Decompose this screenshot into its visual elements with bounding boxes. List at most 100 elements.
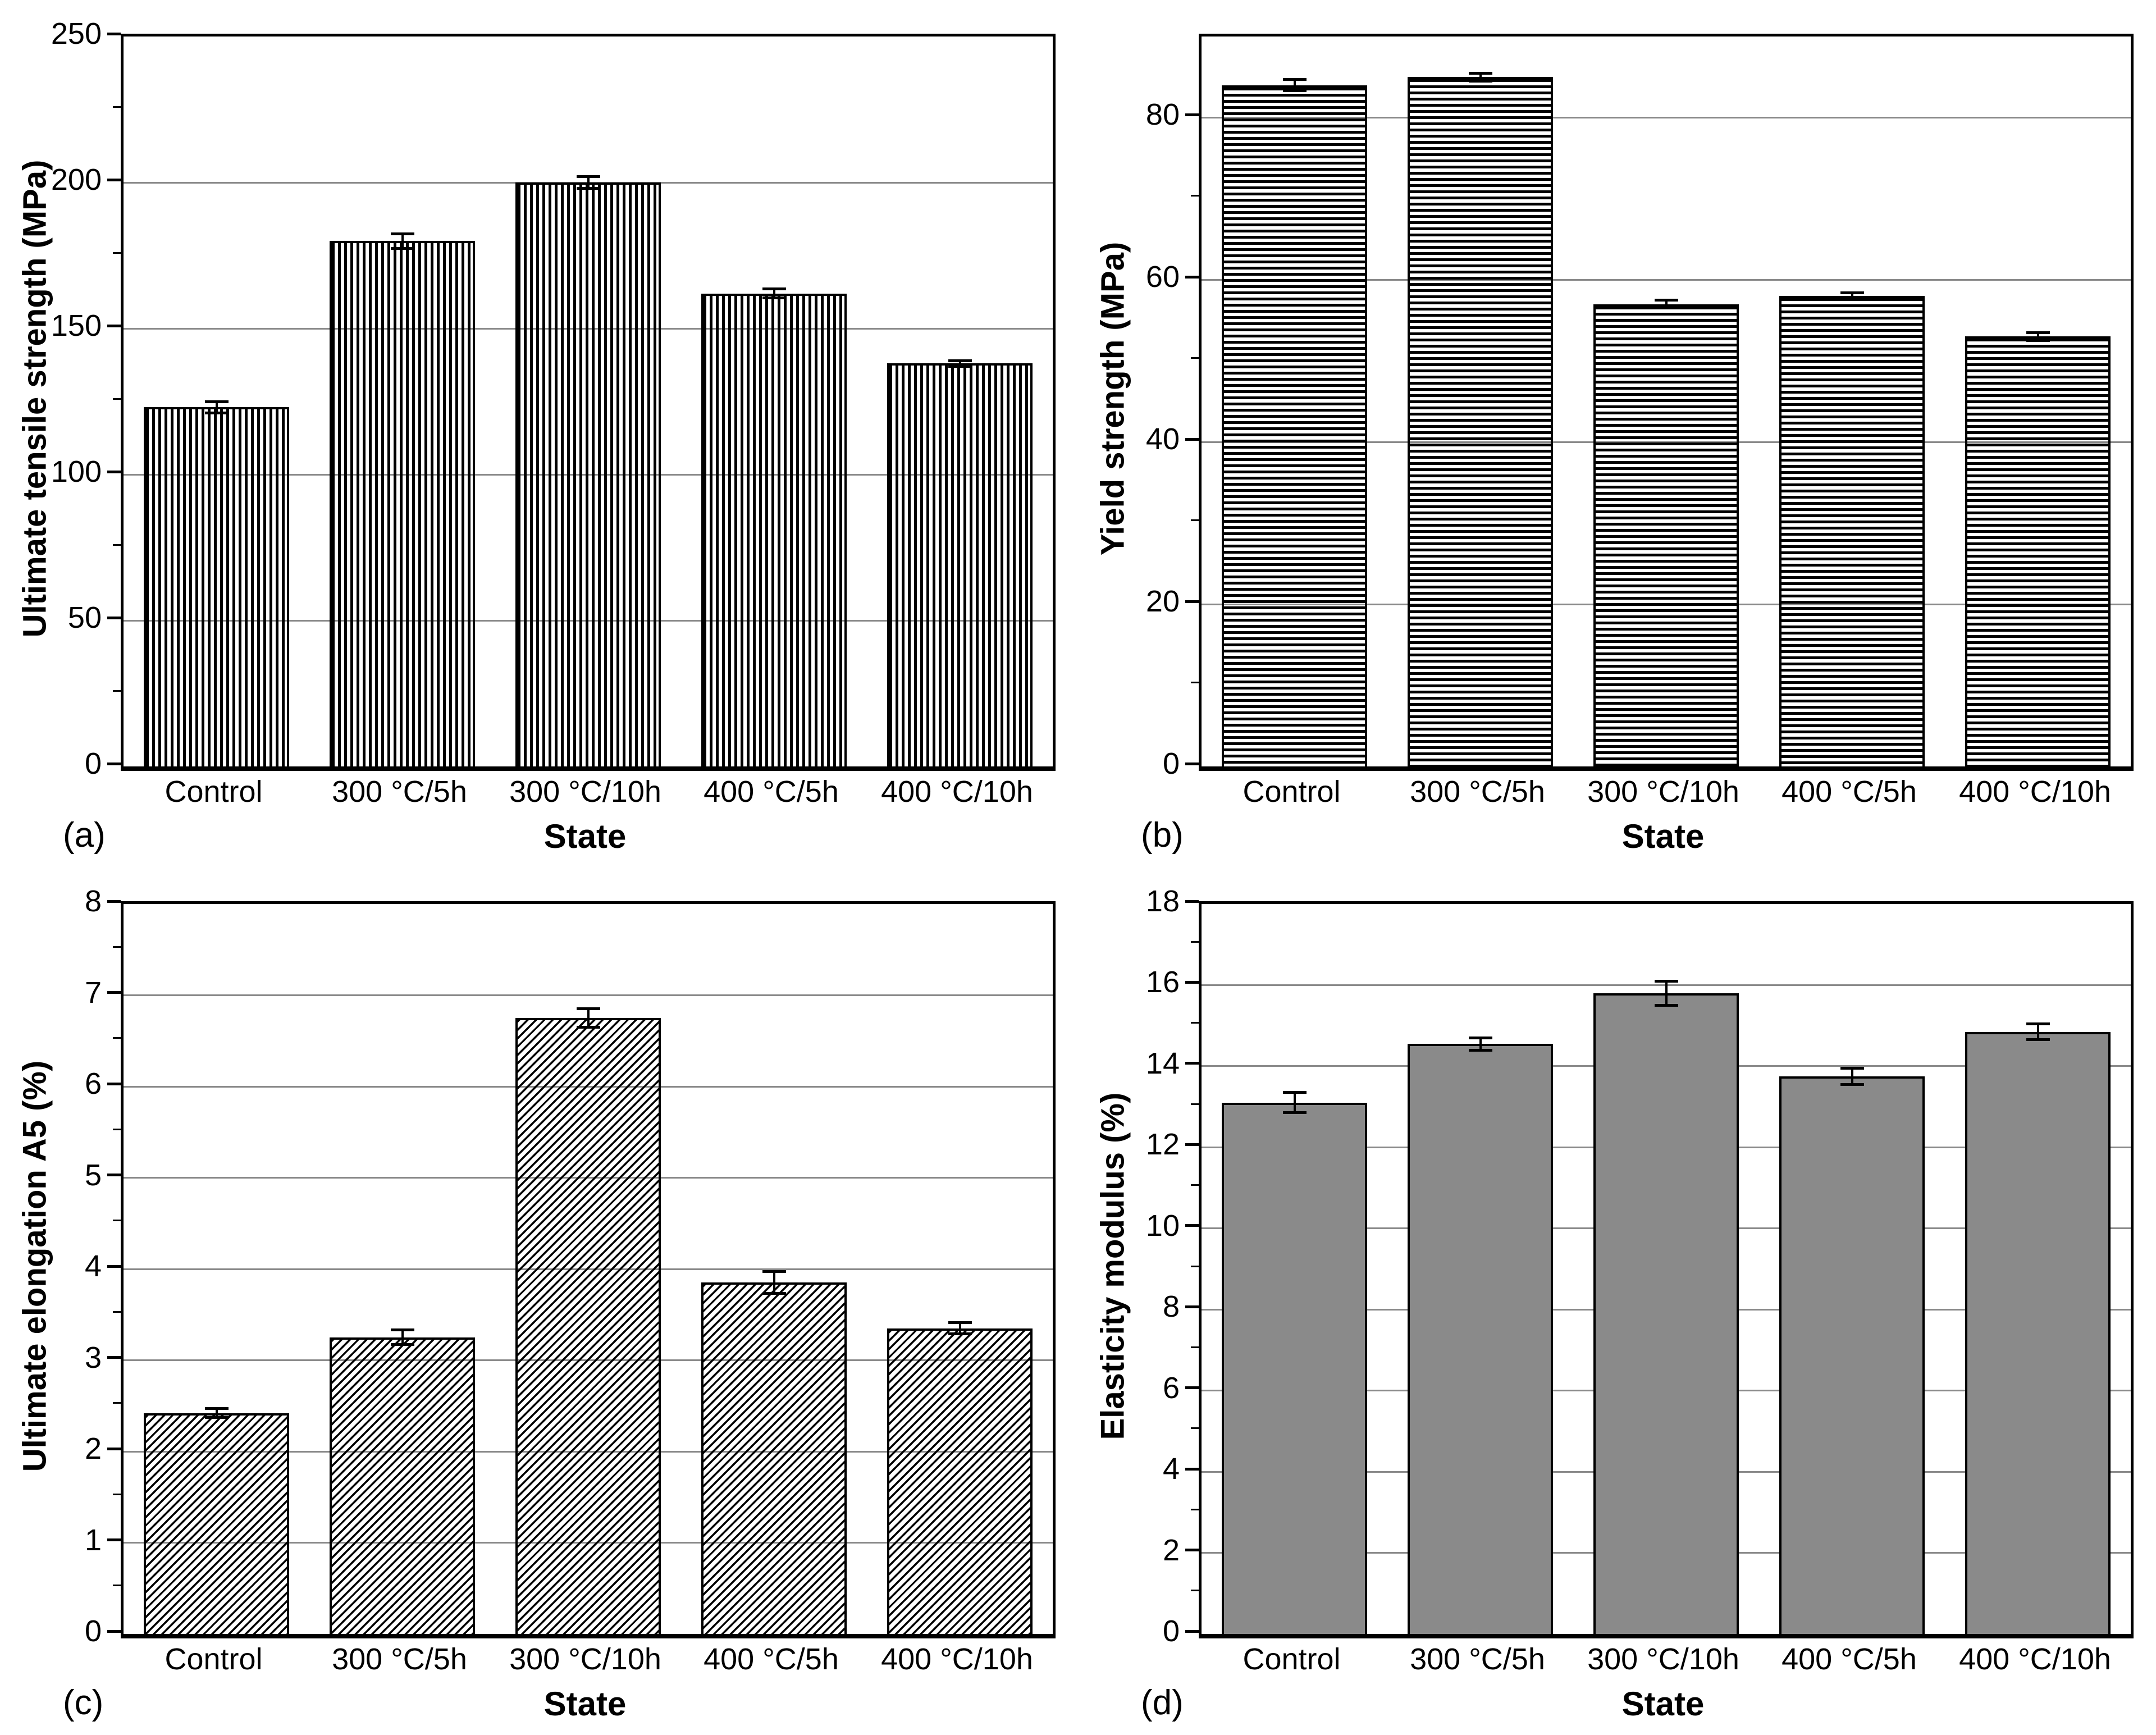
y-major-tick [1185,1305,1199,1308]
bar-300 °C/5h [1408,77,1553,766]
y-tick-label: 40 [1145,422,1180,456]
x-tick-label: 400 °C/10h [1959,1642,2111,1676]
plot-area [121,901,1056,1638]
error-bar [958,1322,961,1334]
y-tick-label: 5 [84,1158,102,1192]
y-tick-label: 250 [51,17,102,51]
error-bar-cap-bottom [762,296,786,299]
y-major-tick [1185,600,1199,603]
y-major-tick [107,1082,121,1085]
y-minor-tick [113,544,121,546]
error-bar-cap-top [1282,78,1307,81]
y-major-tick [1185,113,1199,116]
y-major-tick [1185,275,1199,278]
y-tick-label: 0 [1162,747,1180,780]
error-bar-cap-bottom [1282,89,1307,93]
plot-area [1199,901,2134,1638]
x-tick-label: 400 °C/5h [1782,775,1917,809]
y-tick-label: 16 [1145,965,1180,999]
bar-300 °C/10h [1593,304,1739,766]
bar-400 °C/10h [1965,336,2111,766]
y-minor-tick [1191,1265,1199,1267]
error-bar [1293,1092,1296,1113]
error-bar-cap-top [576,175,600,179]
y-minor-tick [113,690,121,692]
x-tick-label: 300 °C/5h [1410,775,1545,809]
error-bar-cap-bottom [1840,298,1864,301]
bar-400 °C/10h [887,363,1033,766]
x-tick-label: 300 °C/5h [332,775,467,809]
error-bar-cap-top [2026,331,2050,334]
y-tick-label: 150 [51,309,102,343]
y-tick-label: 0 [84,747,102,780]
error-bar-cap-top [762,1270,786,1273]
error-bar-cap-top [762,287,786,291]
y-tick-label: 2 [84,1432,102,1465]
x-tick-label: Control [1243,1642,1341,1676]
bar-Control [1222,85,1367,766]
bar-300 °C/5h [1408,1044,1553,1634]
x-tick-label: 300 °C/10h [509,1642,661,1676]
y-minor-tick [113,106,121,108]
error-bar [773,1271,775,1294]
x-tick-label: 400 °C/5h [1782,1642,1917,1676]
error-bar-cap-top [1654,979,1678,983]
bar-Control [144,1413,289,1634]
x-tick-label: 300 °C/10h [509,775,661,809]
error-bar [2036,1024,2039,1040]
x-tick-label: 400 °C/10h [881,775,1033,809]
bar-400 °C/10h [887,1328,1033,1634]
x-axis-title: State [1621,1685,1705,1723]
y-minor-tick [113,1220,121,1222]
error-bar [1479,1038,1482,1050]
error-bar-cap-bottom [204,1416,229,1419]
y-minor-tick [1191,357,1199,359]
major-gridline [1202,278,2131,281]
y-major-tick [1185,762,1199,765]
error-bar-cap-bottom [1282,1111,1307,1115]
x-tick-label: 400 °C/10h [1959,775,2111,809]
panel-letter: (c) [63,1683,104,1722]
error-bar-cap-bottom [576,186,600,190]
y-tick-label: 18 [1145,884,1180,918]
x-axis-title: State [543,1685,627,1723]
error-bar-cap-top [390,232,414,235]
error-bar-cap-bottom [1468,1048,1492,1052]
y-tick-label: 20 [1145,585,1180,619]
bar-300 °C/5h [330,241,475,766]
y-minor-tick [113,398,121,400]
error-bar-cap-top [576,1007,600,1011]
error-bar-cap-top [1840,1067,1864,1070]
y-major-tick [1185,1062,1199,1065]
error-bar [958,360,961,367]
x-axis-title: State [543,818,627,855]
bar-Control [1222,1102,1367,1634]
error-bar [1665,300,1668,308]
y-major-tick [1185,980,1199,984]
panel-d-elasticity-modulus: Elasticity modulus (%) (d) State 0 2 4 6 8 10… [1078,868,2156,1735]
bar-Control [144,407,289,766]
y-major-tick [107,1447,121,1450]
error-bar-cap-top [1468,1036,1492,1039]
y-tick-label: 3 [84,1340,102,1375]
error-bar-cap-bottom [576,1025,600,1029]
y-major-tick [1185,900,1199,903]
error-bar [587,1008,590,1028]
y-major-tick [107,32,121,35]
y-minor-tick [113,1128,121,1130]
y-minor-tick [1191,1427,1199,1430]
panel-a-ultimate-tensile-strength: Ultimate tensile strength (MPa) (a) Stat… [0,0,1078,868]
error-bar [215,401,218,413]
y-tick-label: 100 [51,455,102,488]
error-bar-cap-bottom [1654,307,1678,310]
y-minor-tick [1191,1346,1199,1348]
y-minor-tick [1191,1184,1199,1186]
y-major-tick [107,991,121,994]
y-major-tick [1185,1386,1199,1390]
y-tick-label: 8 [1162,1290,1180,1324]
x-tick-label: 300 °C/5h [332,1642,467,1676]
y-major-tick [1185,437,1199,441]
panel-letter: (a) [63,816,106,855]
